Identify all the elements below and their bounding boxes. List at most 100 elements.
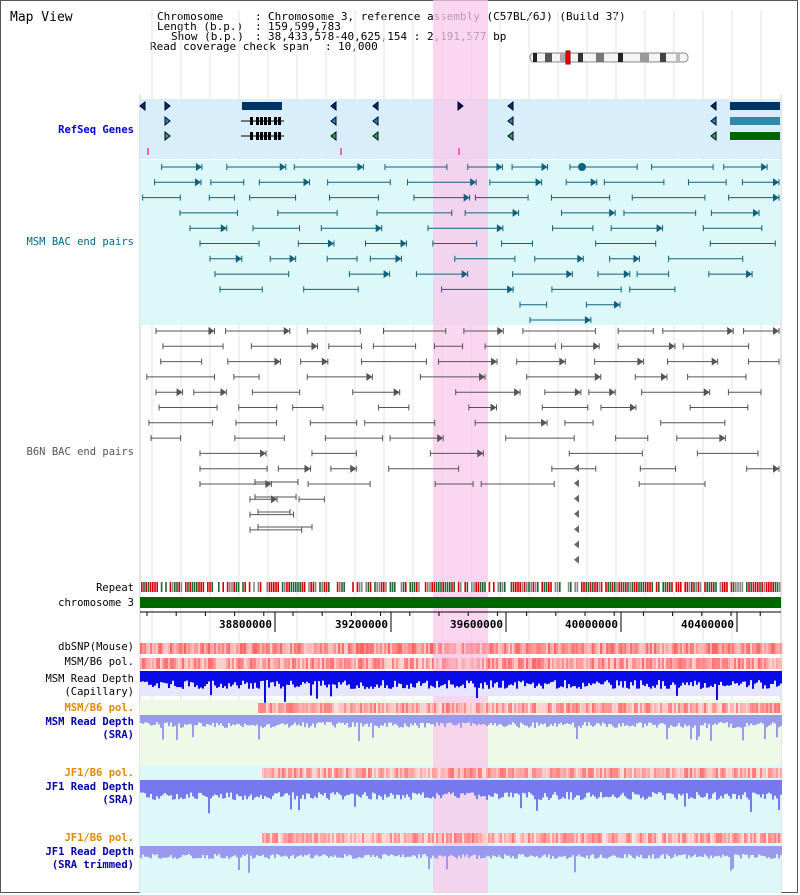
jf1-depth-trim-bar <box>752 846 754 855</box>
msm-depth-capillary-bar <box>546 671 548 685</box>
jf1-depth-trim-bar <box>718 846 720 856</box>
jf1-b6-pol-2-cell <box>264 833 267 843</box>
jf1-depth-sra-bar <box>248 780 250 797</box>
repeat-element <box>323 582 326 592</box>
jf1-depth-sra-bar <box>242 780 244 800</box>
jf1-b6-pol-2-cell <box>752 833 755 843</box>
msm-b6-pol-2-cell <box>658 703 661 713</box>
msm-b6-pol-cell <box>356 658 359 669</box>
repeat-element <box>708 582 711 592</box>
jf1-depth-trim-bar <box>518 846 520 855</box>
dbsnp-cell <box>258 643 261 654</box>
msm-b6-pol-2-cell <box>512 703 515 713</box>
msm-b6-pol-2-cell <box>636 703 639 713</box>
jf1-b6-pol-2-cell <box>478 833 481 843</box>
dbsnp-cell <box>470 643 473 654</box>
jf1-b6-pol-cell <box>344 768 347 778</box>
b6n-bac-arrow <box>593 342 600 351</box>
jf1-depth-trim-bar <box>440 846 442 856</box>
msm-b6-pol-2-cell <box>564 703 567 713</box>
repeat-element <box>585 582 587 592</box>
msm-b6-pol-2-cell <box>350 703 353 713</box>
jf1-depth-sra-bar <box>746 780 748 798</box>
jf1-b6-pol-2-cell <box>692 833 695 843</box>
msm-depth-capillary-bar <box>218 671 220 687</box>
jf1-depth-trim-bar <box>306 846 308 856</box>
dbsnp-cell <box>646 643 649 654</box>
dbsnp-cell <box>714 643 717 654</box>
repeat-element <box>664 582 667 592</box>
msm-b6-pol-cell <box>318 658 321 669</box>
msm-b6-pol-cell <box>546 658 549 669</box>
msm-b6-pol-cell <box>726 658 729 669</box>
msm-b6-pol-cell <box>206 658 209 669</box>
jf1-depth-trim-bar <box>420 846 422 858</box>
jf1-depth-trim-bar <box>708 846 710 859</box>
msm-depth-sra-bar <box>600 715 602 726</box>
jf1-b6-pol-cell <box>686 768 689 778</box>
msm-depth-capillary-bar <box>724 671 726 687</box>
jf1-depth-sra-bar <box>684 780 686 807</box>
jf1-b6-pol-cell <box>352 768 355 778</box>
msm-depth-sra-bar <box>426 715 428 724</box>
dbsnp-cell <box>350 643 353 654</box>
jf1-b6-pol-2-cell <box>272 833 275 843</box>
ideogram-band <box>660 53 666 62</box>
msm-b6-pol-cell <box>606 658 609 669</box>
jf1-depth-sra-bar <box>612 780 614 795</box>
msm-depth-sra-bar <box>716 715 718 725</box>
msm-depth-capillary-bar <box>734 671 736 684</box>
msm-depth-capillary-bar <box>582 671 584 683</box>
jf1-depth-sra-bar <box>404 780 406 798</box>
msm-b6-pol-cell <box>516 658 519 669</box>
msm-depth-sra-bar <box>748 715 750 726</box>
jf1-depth-sra-bar <box>222 780 224 799</box>
msm-b6-pol-cell <box>202 658 205 669</box>
jf1-b6-pol-cell <box>620 768 623 778</box>
msm-depth-capillary-bar <box>680 671 682 686</box>
dbsnp-cell <box>204 643 207 654</box>
msm-b6-pol-2-cell <box>760 703 763 713</box>
msm-depth-sra-bar <box>710 715 712 741</box>
jf1-depth-sra-bar <box>362 780 364 795</box>
jf1-depth-sra-bar <box>272 780 274 796</box>
dbsnp-cell <box>318 643 321 654</box>
jf1-depth-sra-bar <box>762 780 764 795</box>
dbsnp-cell <box>510 643 513 654</box>
jf1-depth-trim-bar <box>318 846 320 857</box>
jf1-b6-pol-2-cell <box>408 833 411 843</box>
dbsnp-cell <box>376 643 379 654</box>
repeat-element <box>451 582 453 592</box>
msm-b6-pol-cell <box>352 658 355 669</box>
repeat-element <box>189 582 191 592</box>
msm-b6-pol-cell <box>238 658 241 669</box>
msm-b6-pol-cell <box>374 658 377 669</box>
msm-depth-sra-bar <box>634 715 636 727</box>
jf1-b6-pol-2-cell <box>376 833 379 843</box>
repeat-element <box>169 582 172 592</box>
jf1-depth-sra-bar <box>680 780 682 796</box>
msm-b6-pol-cell <box>624 658 627 669</box>
repeat-element <box>545 582 548 592</box>
jf1-depth-trim-bar <box>526 846 528 858</box>
msm-b6-pol-cell <box>692 658 695 669</box>
msm-depth-sra-bar <box>372 715 374 738</box>
msm-b6-pol-2-cell <box>700 703 703 713</box>
b6n-bac-arrow <box>637 357 644 366</box>
jf1-depth-sra-bar <box>260 780 262 795</box>
jf1-depth-sra-bar <box>336 780 338 793</box>
jf1-depth-sra-bar <box>266 780 268 798</box>
dbsnp-cell <box>576 643 579 654</box>
dbsnp-cell <box>418 643 421 654</box>
dbsnp-cell <box>542 643 545 654</box>
msm-depth-sra-bar <box>266 715 268 725</box>
msm-depth-capillary-bar <box>170 671 172 685</box>
dbsnp-cell <box>190 643 193 654</box>
msm-depth-capillary-bar <box>154 671 156 686</box>
jf1-depth-sra-bar <box>282 780 284 797</box>
dbsnp-cell <box>702 643 705 654</box>
dbsnp-cell <box>492 643 495 654</box>
repeat-element <box>385 582 387 592</box>
dbsnp-cell <box>550 643 553 654</box>
